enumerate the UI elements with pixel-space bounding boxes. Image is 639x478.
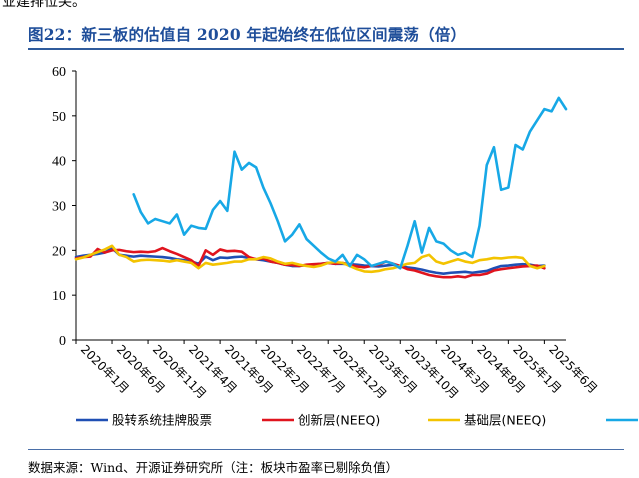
legend-label-2: 创新层(NEEQ) bbox=[298, 413, 380, 428]
y-tick-label: 30 bbox=[52, 200, 66, 215]
y-tick-label: 40 bbox=[52, 155, 66, 170]
chart-axes: 01020304050602020年1月2020年6月2020年11月2021年… bbox=[52, 65, 600, 401]
y-tick-label: 10 bbox=[52, 289, 66, 304]
source-note-bar: 数据来源：Wind、开源证券研究所（注：板块市盈率已剔除负值） bbox=[28, 449, 624, 475]
figure-title: 图22：新三板的估值自 2020 年起始终在低位区间震荡（倍） bbox=[28, 25, 467, 44]
series-line-3 bbox=[74, 244, 546, 274]
source-note: 数据来源：Wind、开源证券研究所（注：板块市盈率已剔除负值） bbox=[28, 460, 399, 475]
chart-series-layer bbox=[74, 96, 568, 279]
y-tick-label: 50 bbox=[52, 110, 66, 125]
series-line-4 bbox=[132, 96, 568, 270]
y-tick-label: 60 bbox=[52, 65, 66, 80]
y-tick-label: 0 bbox=[59, 334, 66, 349]
previous-page-text-fragment: 业建排位尖。 bbox=[2, 0, 86, 10]
series-line-2 bbox=[74, 246, 546, 279]
y-tick-label: 20 bbox=[52, 244, 66, 259]
legend-label-1: 股转系统挂牌股票 bbox=[112, 413, 212, 428]
legend-label-3: 基础层(NEEQ) bbox=[464, 413, 546, 428]
figure-title-bar: 图22：新三板的估值自 2020 年起始终在低位区间震荡（倍） bbox=[28, 22, 624, 50]
